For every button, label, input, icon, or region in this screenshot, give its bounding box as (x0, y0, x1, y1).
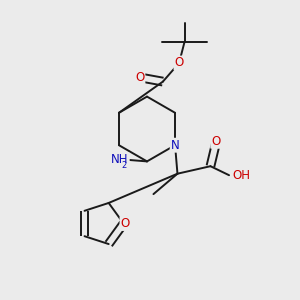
Text: N: N (171, 139, 179, 152)
Text: O: O (175, 56, 184, 70)
Text: NH: NH (111, 153, 129, 167)
Text: OH: OH (232, 169, 250, 182)
Text: O: O (135, 71, 144, 84)
Text: 2: 2 (121, 161, 127, 170)
Text: O: O (211, 135, 220, 148)
Text: O: O (121, 217, 130, 230)
